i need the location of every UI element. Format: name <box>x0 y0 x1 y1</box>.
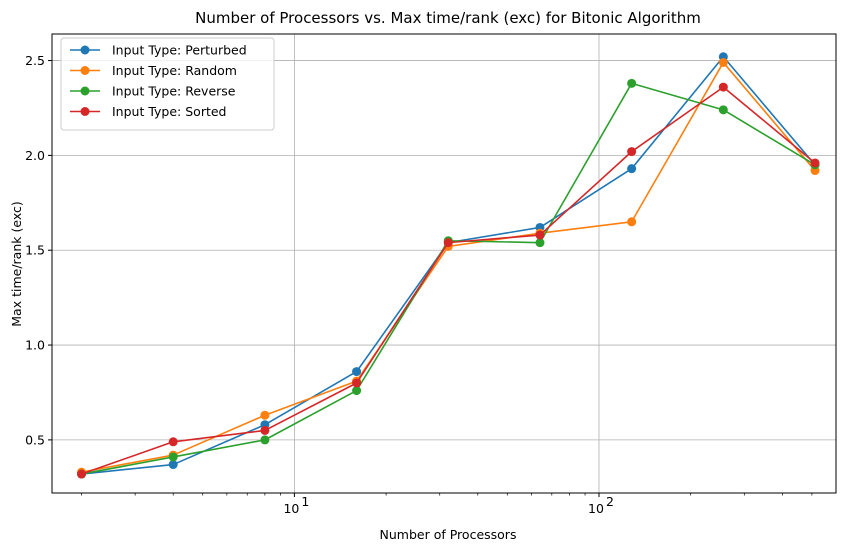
series-lines <box>77 52 820 479</box>
data-point <box>810 158 820 168</box>
y-tick-label: 2.5 <box>25 53 45 68</box>
legend: Input Type: Perturbed Input Type: Random I… <box>60 37 275 131</box>
x-tick-exponent: 1 <box>301 494 309 509</box>
data-point <box>77 469 87 479</box>
chart-title: Number of Processors vs. Max time/rank (… <box>195 9 701 27</box>
x-tick-exponent: 2 <box>606 494 614 509</box>
legend-label: Input Type: Reverse <box>112 84 236 99</box>
data-point <box>168 452 178 462</box>
legend-label: Input Type: Sorted <box>112 104 226 119</box>
series-group <box>77 82 820 479</box>
data-point <box>352 378 362 388</box>
legend-marker <box>80 45 90 55</box>
legend-marker <box>80 107 90 116</box>
data-point <box>535 230 545 240</box>
legend-label: Input Type: Perturbed <box>112 43 247 58</box>
x-tick-label: 10 <box>588 501 604 516</box>
data-point <box>535 238 545 248</box>
x-tick-label: 10 <box>283 501 299 516</box>
data-point <box>627 217 637 227</box>
x-axis-label: Number of Processors <box>380 527 517 542</box>
data-point <box>627 147 637 157</box>
data-point <box>352 386 362 396</box>
data-point <box>627 78 637 88</box>
axis-ticks: 0.51.01.52.02.510 1 10 2 <box>25 53 813 516</box>
data-point <box>718 105 728 115</box>
data-point <box>352 367 362 377</box>
legend-frame <box>60 37 275 131</box>
legend-marker <box>80 66 90 75</box>
y-tick-label: 0.5 <box>25 432 45 447</box>
data-point <box>260 410 270 420</box>
data-point <box>168 460 178 470</box>
legend-label: Input Type: Random <box>112 63 237 78</box>
data-point <box>168 437 178 447</box>
y-tick-label: 2.0 <box>25 148 45 163</box>
y-tick-label: 1.0 <box>25 338 45 353</box>
legend-item: Input Type: Sorted <box>70 104 226 119</box>
y-axis-label: Max time/rank (exc) <box>9 201 24 326</box>
data-point <box>627 164 637 174</box>
legend-item: Input Type: Reverse <box>70 84 236 99</box>
data-point <box>718 82 728 92</box>
legend-item: Input Type: Perturbed <box>70 43 247 58</box>
legend-item: Input Type: Random <box>70 63 237 78</box>
data-point <box>260 435 270 445</box>
y-tick-label: 1.5 <box>25 243 45 258</box>
data-point <box>718 57 728 67</box>
data-point <box>260 425 270 435</box>
legend-marker <box>80 86 90 96</box>
data-point <box>443 238 453 248</box>
plot-area-frame <box>51 33 837 494</box>
